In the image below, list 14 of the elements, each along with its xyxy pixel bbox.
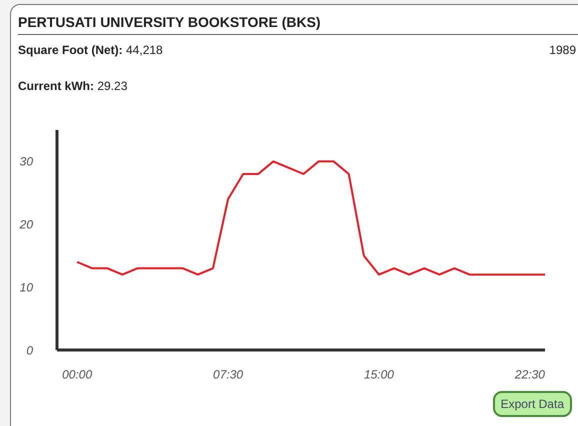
y-tick-label: 20 — [18, 218, 34, 232]
x-tick-label: 07:30 — [213, 368, 244, 382]
text: Current kWh: 29.23 — [18, 79, 128, 93]
chart-title: PERTUSATI UNIVERSITY BOOKSTORE (BKS) — [18, 14, 578, 35]
text: 1989 — [549, 43, 576, 57]
x-tick-label: 22:30 — [514, 368, 546, 382]
y-tick-label: 0 — [26, 343, 34, 358]
export-button: Export Data — [492, 391, 572, 417]
y-tick-label: 30 — [20, 154, 34, 169]
y-tick-label: 10 — [20, 280, 34, 294]
line-series — [76, 160, 545, 276]
x-tick-label: 00:00 — [62, 368, 92, 382]
text: Square Foot (Net): 44,218 — [18, 43, 163, 57]
x-tick-label: 15:00 — [364, 368, 394, 382]
